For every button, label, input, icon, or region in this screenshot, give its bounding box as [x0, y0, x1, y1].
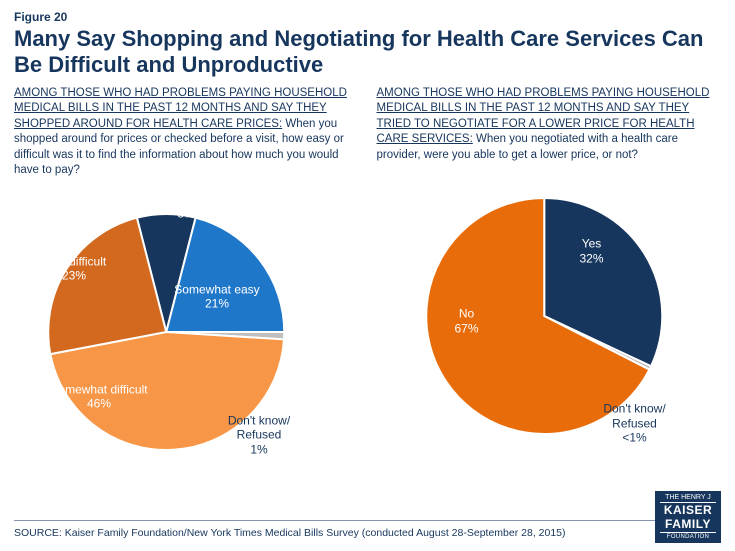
divider: [14, 520, 721, 521]
slice-label: No67%: [454, 307, 478, 336]
figure-title: Many Say Shopping and Negotiating for He…: [14, 26, 721, 78]
right-question: AMONG THOSE WHO HAD PROBLEMS PAYING HOUS…: [377, 86, 722, 164]
slice-label: Don't know/Refused1%: [228, 413, 290, 456]
right-pie-chart: Yes32% Don't know/Refused<1% No67%: [377, 171, 722, 461]
kaiser-logo: THE HENRY J KAISER FAMILY FOUNDATION: [655, 491, 721, 543]
columns: AMONG THOSE WHO HAD PROBLEMS PAYING HOUS…: [14, 86, 721, 477]
slice-label: Very difficult23%: [42, 255, 106, 284]
left-question: AMONG THOSE WHO HAD PROBLEMS PAYING HOUS…: [14, 86, 359, 179]
slice-label: Somewhat easy21%: [174, 283, 259, 312]
logo-line: [660, 532, 716, 533]
right-column: AMONG THOSE WHO HAD PROBLEMS PAYING HOUS…: [377, 86, 722, 477]
source-text: SOURCE: Kaiser Family Foundation/New Yor…: [14, 527, 566, 539]
left-pie-chart: Very easy8% Somewhat easy21% Don't know/Re…: [14, 187, 359, 477]
logo-top: THE HENRY J: [657, 494, 719, 502]
slice-label: Yes32%: [579, 237, 603, 266]
figure-container: Figure 20 Many Say Shopping and Negotiat…: [0, 0, 735, 477]
logo-mid: FAMILY: [657, 518, 719, 531]
slice-label: Somewhat difficult46%: [50, 383, 147, 412]
figure-number: Figure 20: [14, 10, 721, 24]
logo-bot: FOUNDATION: [657, 534, 719, 541]
slice-label: Don't know/Refused<1%: [603, 402, 665, 445]
left-column: AMONG THOSE WHO HAD PROBLEMS PAYING HOUS…: [14, 86, 359, 477]
logo-main: KAISER: [657, 504, 719, 517]
slice-label: Very easy8%: [160, 193, 213, 222]
